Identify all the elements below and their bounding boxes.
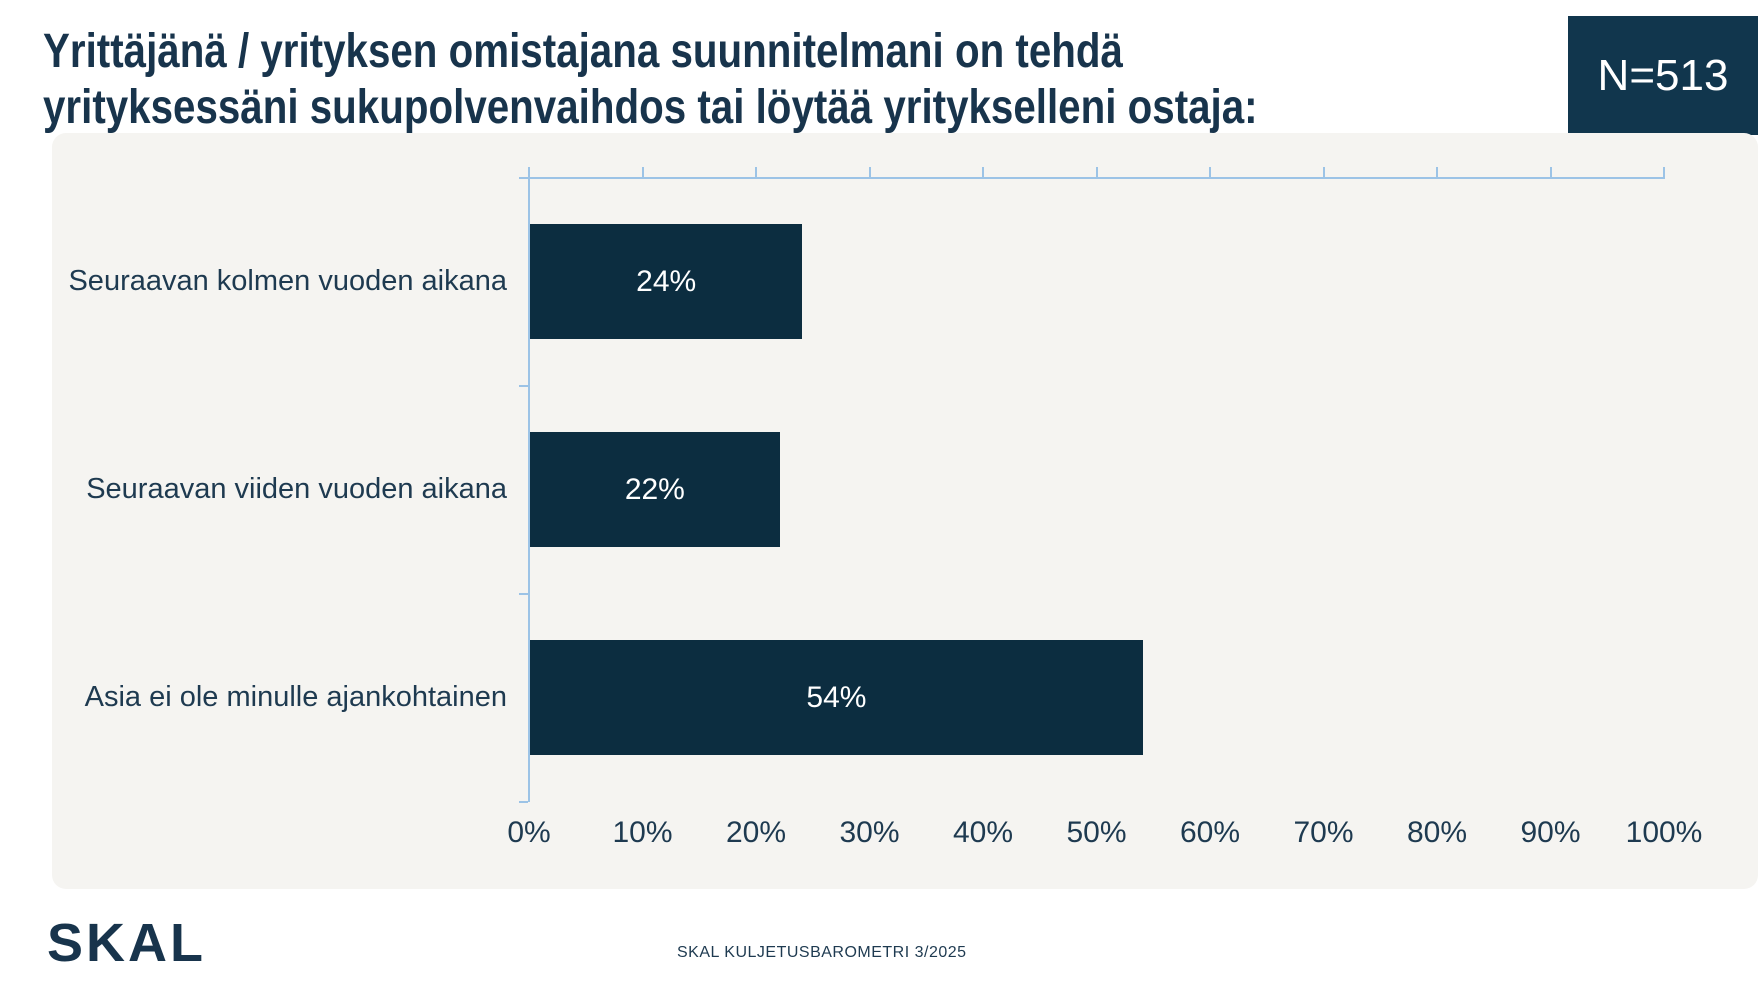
value-axis-tick-label: 90% [1520, 816, 1581, 849]
sample-size-badge: N=513 [1568, 16, 1758, 135]
category-label: Seuraavan kolmen vuoden aikana [68, 265, 507, 297]
source-note: SKAL KULJETUSBAROMETRI 3/2025 [677, 944, 967, 961]
category-label: Asia ei ole minulle ajankohtainen [84, 681, 507, 713]
value-axis-tick-label: 10% [612, 816, 673, 849]
value-axis-tick [1663, 167, 1665, 177]
skal-logo: SKAL [47, 913, 206, 973]
value-axis-tick [1095, 167, 1098, 177]
value-axis-tick-label: 40% [952, 816, 1014, 849]
value-axis-line [520, 177, 1665, 179]
value-axis-tick-label: 20% [725, 816, 787, 849]
bar: 24% [530, 224, 803, 339]
value-axis-tick [755, 167, 757, 177]
value-axis-tick [1436, 167, 1438, 177]
sample-size-label: N=513 [1597, 50, 1729, 100]
bar-value-label: 24% [636, 264, 697, 298]
category-axis-line [528, 178, 530, 802]
value-axis-tick-label: 80% [1406, 816, 1468, 849]
value-axis-tick-label: 0% [507, 816, 551, 849]
category-label: Seuraavan viiden vuoden aikana [86, 473, 507, 505]
value-axis-tick [1322, 167, 1325, 177]
category-axis-tick [519, 593, 528, 595]
value-axis-tick-label: 60% [1179, 816, 1241, 849]
value-axis-tick [868, 167, 871, 177]
value-axis-tick [1209, 167, 1211, 177]
category-axis-tick [519, 177, 528, 179]
value-axis-tick [982, 167, 984, 177]
value-axis-tick-label: 50% [1066, 816, 1127, 849]
value-axis-tick-label: 100% [1625, 816, 1703, 849]
bar-value-label: 22% [624, 472, 685, 506]
bar: 54% [530, 640, 1143, 755]
chart-panel [52, 133, 1758, 889]
value-axis-tick [641, 167, 644, 177]
chart-title-line-1: Yrittäjänä / yrityksen omistajana suunni… [43, 25, 1123, 78]
chart-title-line-2: yrityksessäni sukupolvenvaihdos tai löyt… [43, 81, 1258, 134]
category-axis-tick [519, 801, 528, 803]
value-axis-tick [528, 167, 530, 177]
category-axis-tick [519, 385, 528, 387]
bar: 22% [530, 432, 780, 547]
value-axis-tick-label: 30% [839, 816, 900, 849]
value-axis-tick [1549, 167, 1552, 177]
chart-title: Yrittäjänä / yrityksen omistajana suunni… [43, 24, 1258, 136]
value-axis-tick-label: 70% [1293, 816, 1354, 849]
bar-value-label: 54% [806, 680, 867, 714]
